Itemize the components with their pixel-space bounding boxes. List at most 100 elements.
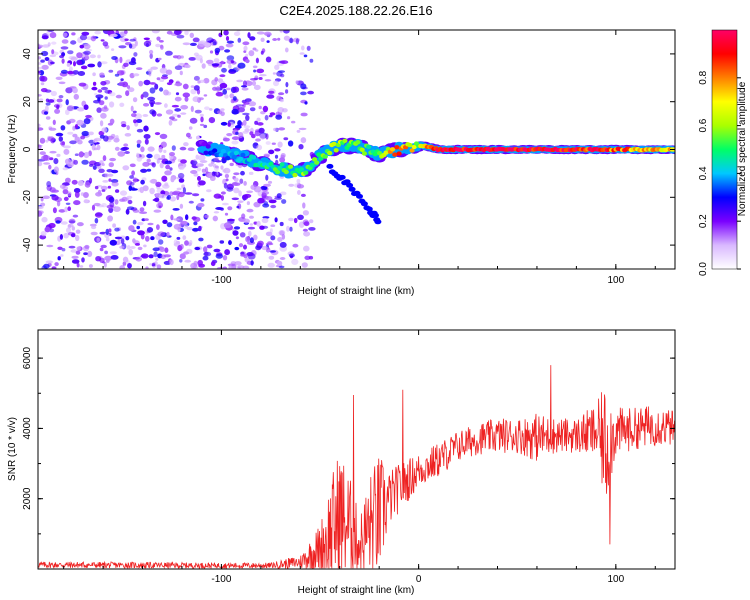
noise-blob <box>52 119 56 126</box>
noise-blob <box>263 153 271 157</box>
noise-blob <box>192 37 200 43</box>
noise-blob <box>139 186 145 194</box>
y-tick-label: 2000 <box>22 487 33 510</box>
spectrogram-y-axis-label: Frequency (Hz) <box>7 115 18 184</box>
noise-blob <box>111 56 118 60</box>
noise-blob <box>126 85 131 89</box>
noise-blob <box>190 170 198 174</box>
noise-blob <box>164 160 172 165</box>
noise-blob <box>111 48 115 51</box>
noise-blob <box>237 62 246 69</box>
noise-blob <box>194 109 202 114</box>
noise-blob <box>65 99 69 106</box>
noise-blob <box>149 49 154 55</box>
y-tick-label: -40 <box>22 237 33 252</box>
noise-blob <box>49 150 57 154</box>
noise-blob <box>77 71 86 76</box>
noise-blob <box>201 168 206 173</box>
noise-blob <box>49 31 57 39</box>
noise-blob <box>76 107 85 112</box>
noise-blob <box>136 152 140 158</box>
noise-blob <box>169 116 175 120</box>
noise-blob <box>267 241 273 245</box>
noise-blob <box>268 149 275 155</box>
noise-blob <box>58 209 66 213</box>
noise-blob <box>307 90 314 95</box>
noise-blob <box>156 159 160 164</box>
noise-blob <box>254 120 258 125</box>
noise-blob <box>302 228 308 232</box>
noise-blob <box>48 126 53 130</box>
noise-blob <box>235 104 244 107</box>
signal-blob <box>361 151 367 156</box>
x-tick-label: -100 <box>211 574 231 585</box>
noise-blob <box>147 96 156 101</box>
noise-blob <box>251 80 257 86</box>
noise-blob <box>243 218 250 224</box>
signal-blob <box>205 144 211 149</box>
noise-blob <box>147 68 153 73</box>
noise-blob <box>40 76 48 82</box>
noise-blob <box>90 231 98 236</box>
noise-blob <box>182 42 191 46</box>
noise-blob <box>56 153 61 157</box>
noise-blob <box>198 225 202 232</box>
noise-blob <box>233 172 240 176</box>
noise-blob <box>198 180 206 186</box>
noise-blob <box>104 250 108 255</box>
noise-blob <box>276 260 283 266</box>
noise-blob <box>114 199 119 205</box>
noise-blob <box>279 30 283 33</box>
noise-blob <box>81 159 89 165</box>
noise-blob <box>70 40 77 45</box>
noise-blob <box>237 265 245 269</box>
noise-blob <box>248 230 252 237</box>
noise-blob <box>203 77 210 84</box>
noise-blob <box>270 224 276 227</box>
noise-blob <box>178 165 185 170</box>
noise-blob <box>236 79 244 83</box>
noise-blob <box>65 177 71 184</box>
noise-blob <box>125 208 130 215</box>
noise-blob <box>227 206 233 211</box>
noise-blob <box>38 210 44 215</box>
noise-blob <box>265 231 273 237</box>
noise-blob <box>154 132 161 136</box>
noise-blob <box>112 223 116 228</box>
noise-blob <box>83 104 89 110</box>
signal-blob <box>377 151 383 156</box>
noise-blob <box>38 44 43 48</box>
noise-blob <box>43 162 50 165</box>
noise-blob <box>193 85 200 91</box>
noise-blob <box>196 135 200 140</box>
noise-blob <box>278 70 285 73</box>
noise-blob <box>72 133 78 138</box>
noise-blob <box>233 226 241 230</box>
noise-blob <box>158 193 167 199</box>
noise-blob <box>120 238 125 245</box>
noise-blob <box>260 111 266 115</box>
noise-blob <box>263 186 268 190</box>
noise-blob <box>159 246 165 252</box>
noise-blob <box>102 155 107 162</box>
noise-blob <box>169 167 173 171</box>
noise-blob <box>136 143 141 148</box>
noise-blob <box>303 54 308 58</box>
noise-blob <box>161 175 168 182</box>
noise-blob <box>308 227 316 231</box>
noise-blob <box>184 240 189 246</box>
noise-blob <box>109 201 115 208</box>
noise-blob <box>158 239 164 245</box>
noise-blob <box>83 252 88 256</box>
noise-blob <box>295 38 299 45</box>
noise-blob <box>298 127 307 131</box>
noise-blob <box>192 193 200 197</box>
noise-blob <box>152 247 161 252</box>
noise-blob <box>118 45 127 49</box>
noise-blob <box>40 231 47 237</box>
noise-blob <box>109 157 116 162</box>
signal-blob <box>212 148 218 153</box>
noise-blob <box>67 50 74 55</box>
noise-blob <box>150 236 155 241</box>
noise-blob <box>269 228 273 234</box>
